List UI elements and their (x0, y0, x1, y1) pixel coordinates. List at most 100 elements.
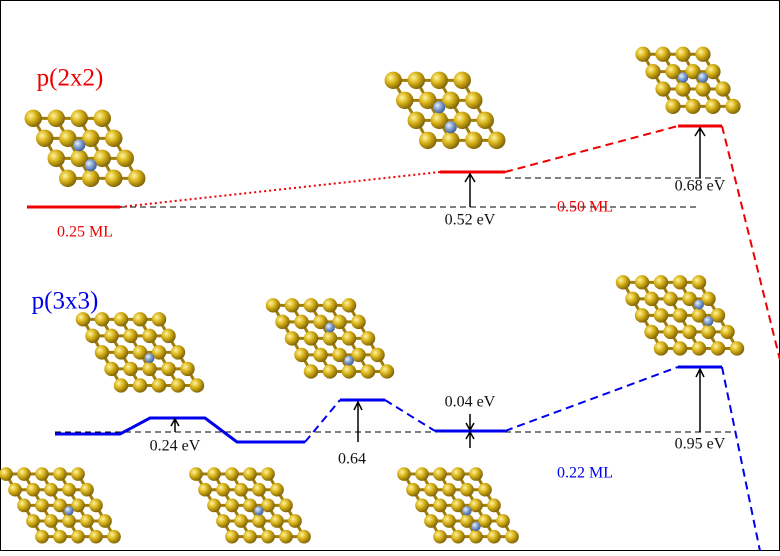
path (385, 400, 435, 431)
gold-atom (234, 514, 248, 528)
gold-atom (408, 112, 425, 129)
gold-atom (142, 362, 156, 376)
hydrogen-atom (433, 101, 445, 113)
hydrogen-atom (73, 139, 85, 151)
gold-atom (645, 64, 660, 79)
gold-atom (433, 499, 447, 513)
gold-atom (36, 130, 53, 147)
gold-atom (71, 110, 88, 127)
hydrogen-atom (64, 506, 73, 515)
gold-atom (397, 467, 411, 481)
gold-atom (695, 47, 710, 62)
gold-atom (465, 92, 482, 109)
gold-atom (469, 467, 483, 481)
gold-atom (682, 325, 696, 339)
gold-atom (26, 483, 40, 497)
gold-atom (71, 467, 85, 481)
gold-atom (715, 81, 730, 96)
gold-atom (71, 530, 85, 544)
gold-atom (351, 315, 365, 329)
gold-atom (323, 364, 337, 378)
gold-atom (442, 132, 459, 149)
gold-atom (644, 292, 658, 306)
gold-atom (294, 315, 308, 329)
hydrogen-atom (694, 300, 704, 310)
barrier-label: 0.04 eV (445, 394, 496, 411)
hydrogen-atom (471, 522, 480, 531)
hydrogen-atom (698, 72, 708, 82)
gold-atom (152, 378, 166, 392)
gold-atom (487, 499, 501, 513)
gold-atom (487, 530, 501, 544)
gold-atom (89, 499, 103, 513)
gold-atom (655, 47, 670, 62)
gold-atom (725, 99, 740, 114)
gold-atom (654, 341, 668, 355)
path (305, 400, 340, 442)
gold-atom (89, 530, 103, 544)
gold-atom (142, 329, 156, 343)
gold-atom (361, 364, 375, 378)
gold-atom (94, 110, 111, 127)
gold-atom (705, 99, 720, 114)
barrier-label: 0.52 eV (445, 212, 496, 229)
gold-atom (279, 499, 293, 513)
gold-atom (711, 341, 725, 355)
gold-atom (35, 499, 49, 513)
gold-atom (663, 325, 677, 339)
gold-atom (675, 47, 690, 62)
gold-atom (114, 345, 128, 359)
gold-atom (342, 298, 356, 312)
gold-atom (465, 132, 482, 149)
gold-atom (243, 467, 257, 481)
gold-atom (635, 275, 649, 289)
path (722, 367, 760, 551)
gold-atom (408, 72, 425, 89)
gold-atom (342, 331, 356, 345)
gold-atom (53, 467, 67, 481)
gold-atom (406, 483, 420, 497)
gold-atom (171, 345, 185, 359)
gold-atom (261, 530, 275, 544)
title: p(3x3) (32, 288, 99, 315)
gold-atom (424, 514, 438, 528)
gold-atom (95, 345, 109, 359)
gold-atom (59, 170, 76, 187)
gold-atom (644, 325, 658, 339)
gold-atom (266, 298, 280, 312)
gold-atom (25, 110, 42, 127)
hydrogen-atom (445, 121, 457, 133)
gold-atom (663, 292, 677, 306)
gold-atom (695, 81, 710, 96)
gold-atom (692, 341, 706, 355)
gold-atom (304, 364, 318, 378)
gold-atom (198, 483, 212, 497)
gold-atom (114, 312, 128, 326)
gold-atom (654, 308, 668, 322)
gold-atom (80, 514, 94, 528)
gold-atom (225, 467, 239, 481)
gold-atom (225, 499, 239, 513)
barrier-label: 0.24 eV (150, 438, 201, 455)
coverage-label: 0.22 ML (557, 465, 613, 482)
gold-atom (419, 132, 436, 149)
gold-atom (104, 362, 118, 376)
gold-atom (496, 514, 510, 528)
gold-atom (297, 530, 311, 544)
gold-atom (98, 514, 112, 528)
gold-atom (415, 467, 429, 481)
gold-atom (313, 348, 327, 362)
gold-atom (654, 275, 668, 289)
gold-atom (635, 308, 649, 322)
gold-atom (243, 530, 257, 544)
hydrogen-atom (704, 316, 714, 326)
coverage-label: 0.25 ML (57, 224, 113, 241)
hydrogen-atom (462, 506, 471, 515)
gold-atom (117, 150, 134, 167)
gold-atom (655, 81, 670, 96)
gold-atom (189, 467, 203, 481)
gold-atom (730, 341, 744, 355)
gold-atom (275, 315, 289, 329)
gold-atom (616, 275, 630, 289)
gold-atom (82, 170, 99, 187)
